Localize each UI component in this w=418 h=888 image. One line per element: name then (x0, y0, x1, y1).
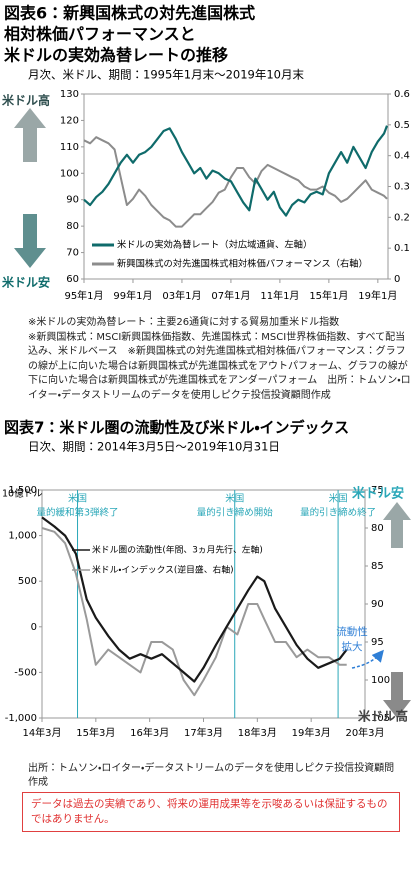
arrow-up (14, 108, 46, 162)
event-label: 米国 (225, 493, 244, 505)
y-tick-label: 70 (66, 248, 79, 259)
y-tick-label: 100 (60, 168, 79, 179)
chart-title: 図表6：新興国株式の対先進国株式 (4, 4, 255, 23)
y-tick-label: -500 (14, 667, 37, 678)
x-tick-label: 16年3月 (130, 726, 169, 739)
x-tick-label: 95年1月 (64, 289, 103, 302)
x-tick-label: 14年3月 (22, 726, 61, 739)
x-tick-label: 03年1月 (162, 289, 201, 302)
y-tick-label: 500 (18, 576, 37, 587)
event-label: 米国 (329, 493, 348, 505)
chart-title: 図表7：米ドル圏の流動性及び米ドル・インデックス (4, 419, 349, 437)
event-label: 米国 (68, 493, 87, 505)
y2-tick-label: 85 (371, 561, 384, 572)
annotation: 米ドル高 (357, 709, 408, 724)
x-tick-label: 15年1月 (309, 289, 348, 302)
annotation: 米ドル安 (352, 486, 404, 502)
y-axis-label: 10億ドル (2, 488, 43, 500)
legend-box (88, 235, 384, 275)
legend-label: 新興国株式の対先進国株式相対株価パフォーマンス（右軸） (117, 258, 368, 270)
arrow-liquidity (351, 649, 384, 669)
event-label: 量的緩和第3弾終了 (37, 507, 119, 519)
plot-frame (41, 489, 366, 719)
x-tick-label: 07年1月 (211, 289, 250, 302)
disclaimer: データは過去の実績であり、将来の運用成果等を示唆あるいは保証するものではありませ… (22, 792, 400, 832)
y2-tick-label: 0.5 (394, 120, 410, 131)
annotation: 米ドル安 (2, 275, 50, 290)
annotation: 流動性 (336, 625, 368, 638)
y2-tick-label: 0.3 (394, 182, 410, 193)
x-tick-label: 18年3月 (238, 726, 277, 739)
y2-tick-label: 80 (371, 523, 384, 534)
y2-tick-label: 75 (371, 485, 384, 496)
series-line (41, 527, 347, 697)
chart-title: 相対株価パフォーマンスと (4, 25, 196, 44)
chart-subtitle: 日次、期間：2014年3月5日～2019年10月31日 (28, 440, 280, 454)
x-tick-label: 19年1月 (358, 289, 397, 302)
y-tick-label: 60 (66, 274, 79, 285)
y2-tick-label: 0.1 (394, 243, 410, 254)
y2-tick-label: 95 (371, 637, 384, 648)
annotation: 米ドル高 (2, 93, 50, 108)
event-label: 量的引き締め開始 (197, 507, 274, 519)
x-tick-label: 11年1月 (260, 289, 299, 302)
event-label: 量的引き締め終了 (300, 507, 376, 519)
y-tick-label: 1,500 (8, 485, 37, 496)
x-tick-label: 20年3月 (345, 726, 384, 739)
x-tick-label: 17年3月 (184, 726, 223, 739)
y2-tick-label: 0.6 (394, 89, 410, 100)
series-line (83, 125, 389, 217)
y-tick-label: 0 (31, 622, 37, 633)
chart-subtitle: 月次、米ドル、期間：1995年1月末～2019年10月末 (28, 68, 304, 82)
x-tick-label: 15年3月 (76, 726, 115, 739)
y2-tick-label: 100 (371, 675, 390, 686)
x-tick-label: 99年1月 (113, 289, 152, 302)
y2-tick-label: 0.4 (394, 151, 410, 162)
y2-tick-label: 90 (371, 599, 384, 610)
arrow-down (383, 672, 411, 718)
notes: ※米ドルの実効為替レート：主要26通貨に対する貿易加重米ドル指数 ※新興国株式：… (28, 316, 412, 403)
x-tick-label: 19年3月 (292, 726, 331, 739)
y-tick-label: 120 (60, 115, 79, 126)
y-tick-label: 90 (66, 195, 79, 206)
y2-tick-label: 105 (371, 713, 390, 724)
source: 出所：トムソン・ロイター・データストリームのデータを使用しピクテ投信投資顧問作成 (28, 763, 395, 788)
arrow-up (383, 502, 411, 548)
legend-label: 米ドルの実効為替レート（対広域通貨、左軸） (117, 239, 312, 251)
arrow-down (14, 214, 46, 268)
legend-label: 米ドル圏の流動性(年間、3ヵ月先行、左軸) (92, 544, 263, 556)
chart-title: 米ドルの実効為替レートの推移 (4, 46, 228, 65)
annotation: 拡大 (342, 640, 363, 653)
y2-tick-label: 0 (394, 274, 400, 285)
legend-label: 米ドル・インデックス(逆目盛、右軸) (92, 564, 234, 576)
note: ※新興国株式：MSCI新興国株価指数、先進国株式：MSCI世界株価指数、すべて配… (28, 331, 411, 401)
y-tick-label: 80 (66, 221, 79, 232)
y2-tick-label: 0.2 (394, 212, 410, 223)
series-line (41, 516, 348, 683)
y-tick-label: 130 (60, 89, 79, 100)
note: ※米ドルの実効為替レート：主要26通貨に対する貿易加重米ドル指数 (28, 317, 340, 328)
series-line (83, 136, 388, 228)
y-tick-label: -1,000 (5, 713, 37, 724)
y-tick-label: 1,000 (8, 531, 37, 542)
y-tick-label: 110 (60, 142, 79, 153)
